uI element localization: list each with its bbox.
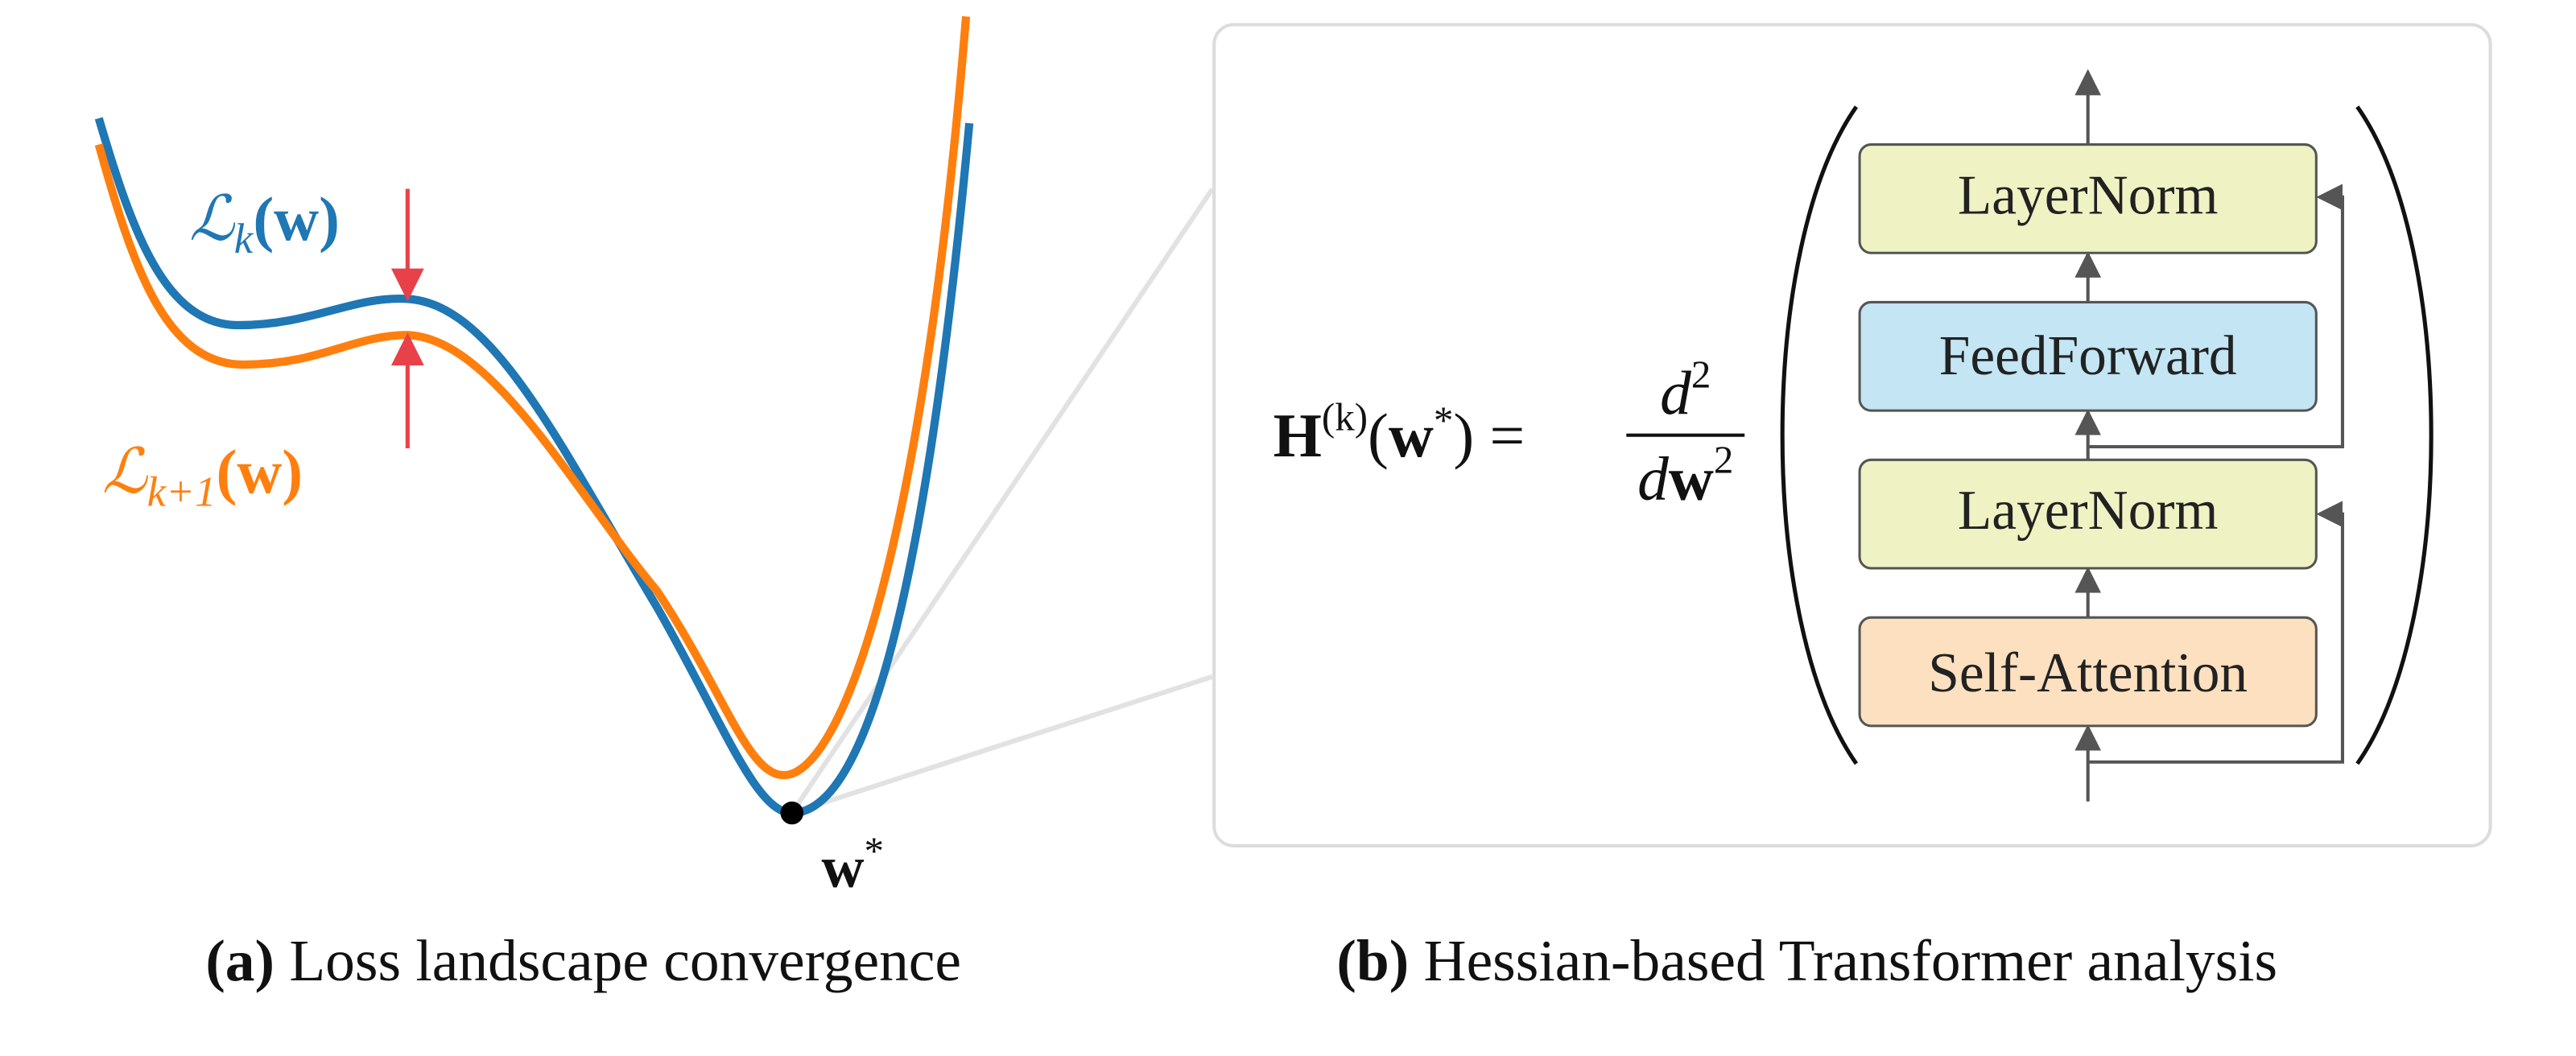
argument: (w): [253, 184, 340, 254]
loss-curve-k1: [94, 15, 971, 780]
numerator: d2: [1660, 353, 1711, 428]
zoom-line: [791, 674, 1214, 815]
block-label: LayerNorm: [1958, 164, 2219, 226]
paren-right: [2355, 105, 2434, 765]
superscript: (k): [1322, 395, 1368, 439]
residual: [2087, 501, 2344, 764]
connectors: [2074, 68, 2344, 802]
symbol: d: [1637, 443, 1669, 513]
equals: =: [1490, 401, 1525, 470]
block-label: Self-Attention: [1928, 642, 2248, 704]
superscript: 2: [1714, 438, 1733, 482]
curve-k-label: ℒk(w): [189, 184, 340, 262]
panel-a: ℒk(w) ℒk+1(w) w* (a) Loss landscape conv…: [94, 15, 1215, 993]
minimum-point: [780, 801, 804, 825]
panel-label: (b): [1336, 928, 1409, 993]
superscript: 2: [1691, 353, 1711, 397]
superscript: *: [1434, 398, 1453, 443]
symbol: H: [1274, 401, 1322, 470]
blocks: LayerNorm FeedForward LayerNorm Self-Att…: [1858, 143, 2318, 728]
curve-k1-label: ℒk+1(w): [102, 437, 303, 515]
symbol: w: [822, 835, 865, 900]
block: [1858, 458, 2318, 570]
zoom-line: [790, 187, 1215, 815]
subscript: k: [234, 216, 254, 262]
argument: w: [1389, 401, 1434, 470]
paren-left: [1780, 105, 1859, 765]
caption-a: (a) Loss landscape convergence: [205, 928, 961, 993]
minimum-label: w*: [822, 828, 885, 900]
denominator: dw2: [1637, 438, 1733, 514]
superscript: *: [865, 828, 884, 872]
paren: (: [1368, 401, 1389, 470]
block-label: LayerNorm: [1958, 480, 2219, 542]
panel-label: (a): [205, 928, 275, 993]
symbol: d: [1660, 358, 1691, 427]
equation-lhs: H(k)(w*) =: [1274, 395, 1525, 471]
symbol: w: [1669, 443, 1714, 513]
caption-text: Loss landscape convergence: [289, 928, 961, 993]
argument: (w): [217, 437, 303, 506]
paren: ): [1453, 401, 1474, 470]
residual: [2087, 184, 2344, 449]
caption-text: Hessian-based Transformer analysis: [1424, 928, 2278, 993]
block: [1858, 300, 2318, 412]
panel-b: H(k)(w*) = d2 dw2 LayerNorm FeedForward …: [1212, 23, 2492, 993]
caption-b: (b) Hessian-based Transformer analysis: [1336, 928, 2277, 993]
block: [1858, 143, 2318, 254]
block-label: FeedForward: [1939, 325, 2237, 387]
subscript: k+1: [147, 468, 217, 515]
symbol: ℒ: [189, 184, 236, 254]
block: [1858, 616, 2318, 728]
symbol: ℒ: [102, 437, 149, 506]
